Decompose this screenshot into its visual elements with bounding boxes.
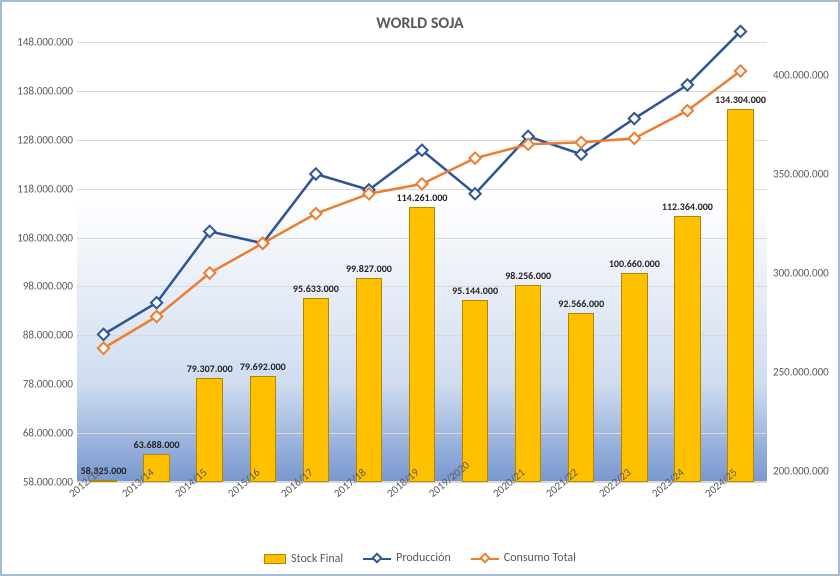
bar-value-label: 134.304.000 xyxy=(715,93,766,106)
legend-label: Producción xyxy=(396,551,451,565)
legend-item-consumo: Consumo Total xyxy=(471,551,576,565)
y-left-tick: 138.000.000 xyxy=(8,84,73,97)
legend-label: Consumo Total xyxy=(504,551,576,565)
y-left-tick: 128.000.000 xyxy=(8,133,73,146)
chart-title: WORLD SOJA xyxy=(2,14,838,33)
y-left-tick: 118.000.000 xyxy=(8,182,73,195)
legend-label: Stock Final xyxy=(291,552,343,566)
bar-value-label: 63.688.000 xyxy=(134,438,180,451)
bar-labels-layer: 58.325.00063.688.00079.307.00079.692.000… xyxy=(77,42,767,482)
y-left-tick: 98.000.000 xyxy=(8,280,73,293)
bar-value-label: 100.660.000 xyxy=(609,257,660,270)
legend-swatch-line xyxy=(471,552,499,564)
plot-area: 58.325.00063.688.00079.307.00079.692.000… xyxy=(77,42,767,482)
legend-swatch-bar xyxy=(264,554,286,564)
y-left-tick: 68.000.000 xyxy=(8,427,73,440)
bar-value-label: 112.364.000 xyxy=(662,200,713,213)
y-left-tick: 148.000.000 xyxy=(8,36,73,49)
legend-swatch-line xyxy=(363,552,391,564)
y-right-tick: 250.000.000 xyxy=(773,366,829,379)
legend: Stock Final Producción Consumo Total xyxy=(2,551,838,568)
bar-value-label: 79.692.000 xyxy=(240,360,286,373)
bar-value-label: 92.566.000 xyxy=(558,297,604,310)
y-left-tick: 108.000.000 xyxy=(8,231,73,244)
bar-value-label: 99.827.000 xyxy=(346,262,392,275)
bar-value-label: 95.144.000 xyxy=(452,284,498,297)
bar-value-label: 79.307.000 xyxy=(187,362,233,375)
y-left-tick: 58.000.000 xyxy=(8,476,73,489)
y-right-tick: 400.000.000 xyxy=(773,69,829,82)
world-soja-chart: WORLD SOJA 58.325.00063.688.00079.307.00… xyxy=(0,0,840,576)
y-right-tick: 200.000.000 xyxy=(773,465,829,478)
bar-value-label: 98.256.000 xyxy=(505,269,551,282)
y-right-tick: 350.000.000 xyxy=(773,168,829,181)
y-left-tick: 78.000.000 xyxy=(8,378,73,391)
bar-value-label: 114.261.000 xyxy=(397,191,448,204)
legend-item-bars: Stock Final xyxy=(264,552,343,566)
legend-item-produccion: Producción xyxy=(363,551,451,565)
y-left-tick: 88.000.000 xyxy=(8,329,73,342)
y-right-tick: 300.000.000 xyxy=(773,267,829,280)
bar-value-label: 95.633.000 xyxy=(293,282,339,295)
